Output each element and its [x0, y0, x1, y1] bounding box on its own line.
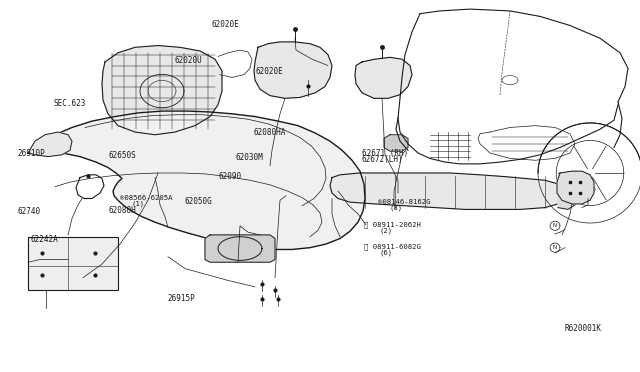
Polygon shape	[28, 111, 365, 250]
Text: 62090: 62090	[219, 171, 242, 181]
Text: 62740: 62740	[17, 206, 40, 215]
Polygon shape	[102, 45, 222, 135]
Text: N: N	[553, 223, 557, 228]
Bar	[28, 237, 118, 289]
Text: ®08566-6205A: ®08566-6205A	[120, 195, 173, 201]
Text: 62080HA: 62080HA	[253, 128, 286, 137]
Polygon shape	[384, 135, 408, 151]
Text: 62650S: 62650S	[109, 151, 136, 160]
Text: (6): (6)	[380, 249, 393, 256]
Polygon shape	[254, 42, 332, 98]
Polygon shape	[557, 171, 594, 204]
Text: N: N	[553, 245, 557, 250]
Text: SEC.623: SEC.623	[53, 99, 86, 108]
Text: R620001K: R620001K	[564, 324, 602, 333]
Text: 62020E: 62020E	[211, 20, 239, 29]
Polygon shape	[330, 173, 565, 209]
Text: Ⓝ 08911-2062H: Ⓝ 08911-2062H	[364, 221, 420, 228]
Text: 26915P: 26915P	[168, 294, 195, 303]
Text: (1): (1)	[131, 201, 145, 207]
Text: 62672(LH): 62672(LH)	[362, 155, 403, 164]
Text: (8): (8)	[389, 204, 403, 211]
Text: 62020U: 62020U	[174, 57, 202, 65]
Polygon shape	[28, 132, 72, 157]
Text: B: B	[588, 187, 592, 192]
Polygon shape	[558, 182, 578, 209]
Text: 62050G: 62050G	[184, 197, 212, 206]
Text: 62080H: 62080H	[109, 206, 136, 215]
Text: 62030M: 62030M	[236, 153, 263, 162]
Text: 62242A: 62242A	[31, 235, 58, 244]
Text: 62671 (RH): 62671 (RH)	[362, 148, 408, 158]
Text: 26910P: 26910P	[17, 148, 45, 158]
Text: ®08146-8162G: ®08146-8162G	[378, 199, 430, 205]
Text: 62020E: 62020E	[256, 67, 284, 76]
Text: Ⓝ 08911-6082G: Ⓝ 08911-6082G	[364, 243, 420, 250]
Text: (2): (2)	[380, 227, 393, 234]
Polygon shape	[205, 235, 275, 262]
Polygon shape	[355, 57, 412, 98]
